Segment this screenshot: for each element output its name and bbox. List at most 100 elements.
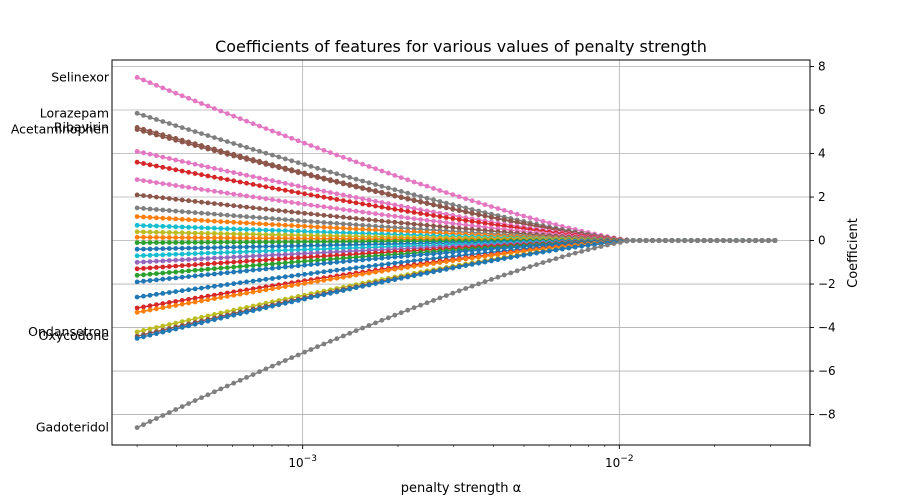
data-point xyxy=(334,256,340,262)
data-point xyxy=(244,193,250,199)
data-point xyxy=(205,225,211,231)
data-point xyxy=(508,255,514,260)
data-point xyxy=(186,127,192,132)
data-point xyxy=(282,252,288,257)
data-point xyxy=(186,160,192,166)
data-point xyxy=(340,259,346,264)
data-point xyxy=(270,128,275,134)
data-point xyxy=(411,305,417,311)
data-point xyxy=(244,157,250,162)
data-point xyxy=(669,238,675,243)
data-point xyxy=(231,292,237,298)
data-point xyxy=(231,307,237,313)
data-point xyxy=(134,329,140,335)
data-point xyxy=(308,202,314,208)
axes-frame xyxy=(111,59,811,446)
data-point xyxy=(276,222,282,228)
data-point xyxy=(160,235,166,240)
data-point xyxy=(334,336,340,342)
data-point xyxy=(186,198,192,204)
data-point xyxy=(514,220,520,226)
data-point xyxy=(308,143,314,148)
data-point xyxy=(302,162,307,168)
data-point xyxy=(141,161,146,166)
data-point xyxy=(192,98,198,104)
data-point xyxy=(231,141,237,146)
data-point xyxy=(424,183,430,189)
data-point xyxy=(205,218,211,224)
data-point xyxy=(218,315,224,321)
data-point xyxy=(321,341,327,347)
series-label: Acetaminophen xyxy=(11,122,109,137)
data-point xyxy=(212,174,217,180)
data-point xyxy=(218,150,224,155)
data-point xyxy=(424,300,430,306)
data-point xyxy=(295,223,301,229)
data-point xyxy=(186,274,192,279)
data-point xyxy=(250,253,256,259)
data-point xyxy=(315,261,320,267)
data-point xyxy=(160,252,166,258)
data-point xyxy=(321,229,327,235)
data-point xyxy=(205,103,211,109)
data-point xyxy=(514,253,520,259)
data-point xyxy=(424,251,430,257)
data-point xyxy=(205,173,211,179)
data-point xyxy=(321,188,327,194)
data-point xyxy=(405,253,411,259)
data-point xyxy=(147,235,153,240)
series-label: Oxycodone xyxy=(39,328,110,343)
data-point xyxy=(244,249,250,255)
data-point xyxy=(527,264,533,269)
data-point xyxy=(315,229,320,235)
data-point xyxy=(456,203,462,209)
data-point xyxy=(418,252,423,258)
data-point xyxy=(244,268,250,274)
data-point xyxy=(733,238,739,243)
data-point xyxy=(398,265,404,271)
data-point xyxy=(373,223,378,229)
data-point xyxy=(663,238,668,243)
data-point xyxy=(366,210,372,216)
series-group xyxy=(134,75,778,430)
data-point xyxy=(353,184,359,190)
series-3 xyxy=(134,127,778,243)
data-point xyxy=(244,239,250,245)
data-point xyxy=(237,179,243,185)
data-point xyxy=(463,226,469,232)
data-point xyxy=(308,173,314,179)
data-point xyxy=(186,245,192,251)
data-point xyxy=(224,190,230,196)
data-point xyxy=(231,380,237,386)
data-point xyxy=(489,258,494,264)
data-point xyxy=(244,244,250,250)
data-point xyxy=(147,246,153,252)
data-point xyxy=(289,168,295,174)
data-point xyxy=(199,256,204,262)
data-point xyxy=(418,181,423,187)
data-point xyxy=(476,208,481,214)
data-point xyxy=(328,276,333,282)
data-point xyxy=(186,401,192,406)
data-point xyxy=(315,257,320,263)
data-point xyxy=(328,239,333,245)
data-point xyxy=(237,288,243,294)
data-point xyxy=(212,283,217,289)
data-point xyxy=(160,85,166,91)
data-point xyxy=(353,265,359,271)
data-point xyxy=(501,208,507,213)
data-point xyxy=(192,251,198,256)
data-point xyxy=(179,159,185,164)
series-0 xyxy=(134,75,778,243)
data-point xyxy=(186,317,192,323)
data-point xyxy=(244,180,250,186)
data-point xyxy=(179,325,185,330)
data-point xyxy=(411,273,417,279)
data-point xyxy=(205,284,211,290)
data-point xyxy=(212,239,217,245)
data-point xyxy=(405,229,411,235)
data-point xyxy=(224,212,230,218)
data-point xyxy=(321,239,327,245)
data-point xyxy=(411,206,417,211)
data-point xyxy=(237,239,243,245)
